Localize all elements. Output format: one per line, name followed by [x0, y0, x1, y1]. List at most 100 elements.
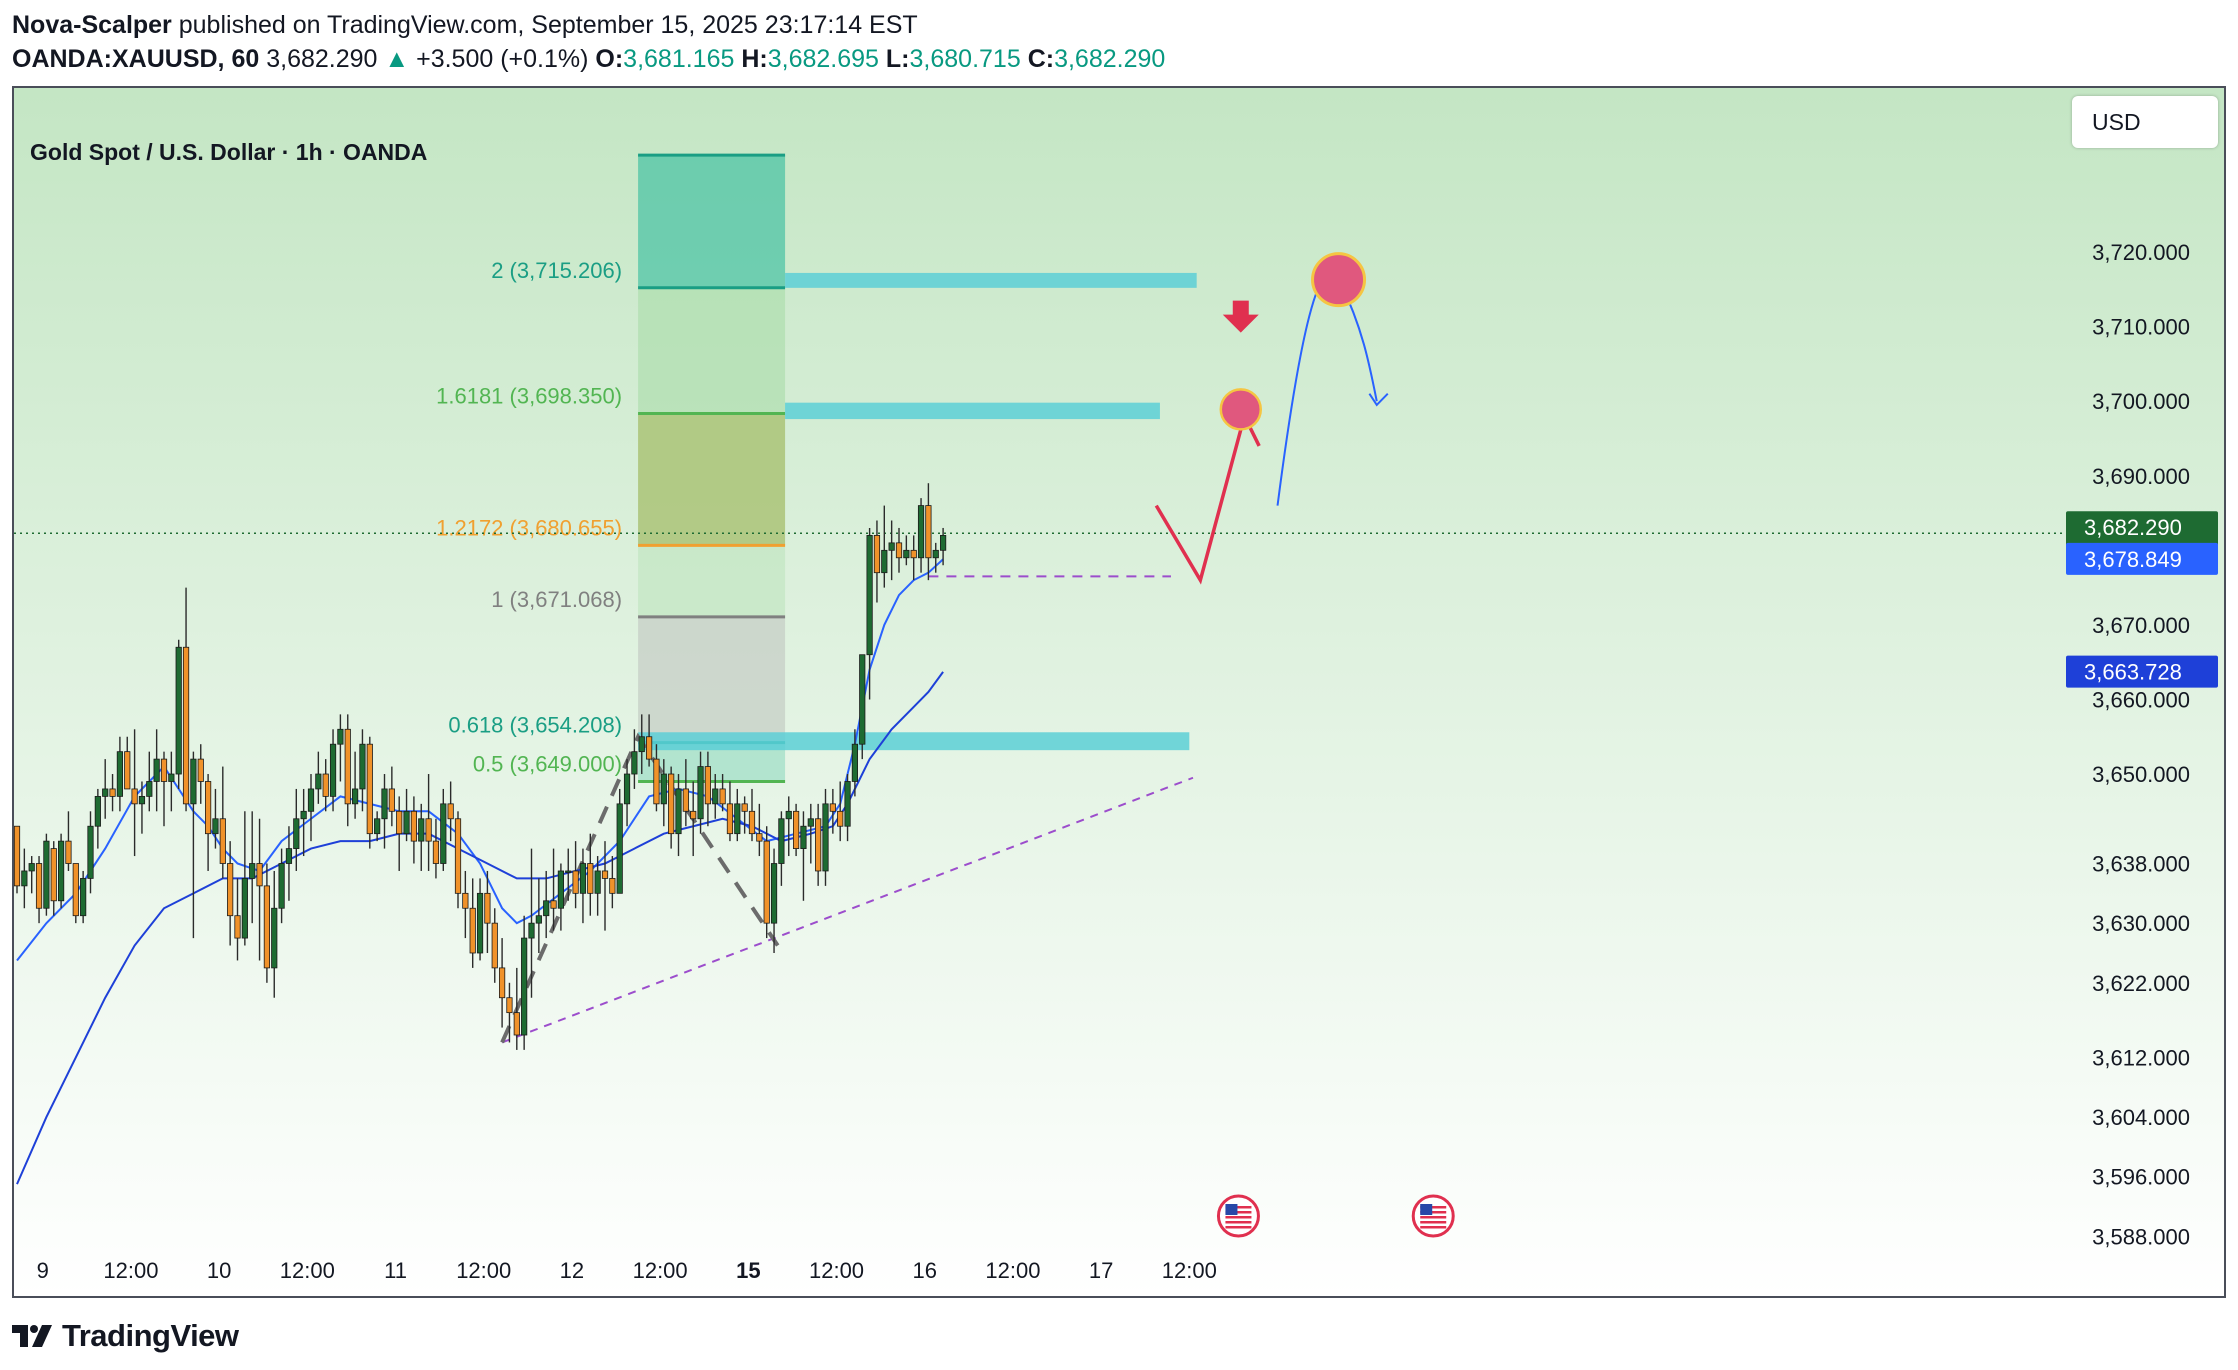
bear-candle — [469, 878, 476, 968]
bull-candle — [859, 654, 866, 760]
bull-candle — [557, 863, 565, 931]
candle-body — [403, 810, 410, 835]
candle-body — [80, 878, 87, 917]
currency-button[interactable]: USD — [2072, 96, 2218, 148]
resistance-zones[interactable] — [638, 272, 1197, 751]
resistance-zone[interactable] — [638, 732, 1190, 751]
high-label: H: — [741, 45, 768, 73]
open-label: O: — [595, 45, 624, 73]
price-tick-label: 3,638.000 — [2092, 852, 2190, 877]
bull-candle — [565, 848, 572, 901]
candle-body — [146, 781, 153, 797]
candle-body — [638, 736, 645, 753]
bear-candle — [366, 736, 373, 849]
bear-candle — [910, 535, 917, 581]
price-axis[interactable]: 3,720.000 3,710.000 3,700.000 3,690.000 3,67… — [2066, 240, 2218, 1249]
candle-body — [557, 870, 565, 909]
bull-candle — [881, 505, 888, 588]
candle-body — [697, 766, 704, 820]
price-label-text: 3,678.849 — [2084, 547, 2182, 572]
bull-candle — [418, 803, 425, 871]
published-text: published on TradingView.com, September … — [178, 11, 918, 39]
fib-band — [638, 616, 786, 743]
bear-candle — [160, 751, 168, 827]
bull-candle — [579, 848, 587, 924]
candle-body — [315, 773, 322, 790]
bull-candle — [58, 833, 65, 909]
bull-candle — [521, 915, 528, 1050]
projection-arrowhead — [1368, 393, 1389, 407]
resistance-zone[interactable] — [785, 402, 1160, 420]
price-label-box — [2066, 655, 2218, 688]
price-chart[interactable]: 2 (3,715.206) 1.6181 (3,698.350) 1.2172 (3… — [14, 88, 2224, 1296]
author-name[interactable]: Nova-Scalper — [12, 11, 172, 39]
candle-body — [293, 818, 300, 849]
candle-body — [873, 535, 881, 574]
ascending-trendline[interactable] — [501, 776, 1194, 1044]
candle-body — [498, 967, 506, 999]
bear-candle — [748, 788, 756, 842]
candle-body — [153, 758, 160, 782]
candle-body — [35, 863, 43, 909]
bear-candle — [726, 781, 734, 842]
time-axis[interactable]: 9 12:00 10 12:00 11 12:00 12 12:00 15 12:00 16 12:0… — [37, 1258, 1217, 1283]
bull-candle — [249, 811, 256, 924]
bull-candle — [917, 498, 925, 573]
ohlc-line: OANDA:XAUUSD, 60 3,682.290 ▲ +3.500 (+0.… — [12, 42, 1165, 76]
bear-candle — [462, 870, 469, 939]
time-tick-label: 12:00 — [985, 1258, 1040, 1283]
projection-drawings[interactable] — [1154, 252, 1455, 1238]
time-tick-label: 12:00 — [456, 1258, 511, 1283]
candle-body — [469, 907, 476, 954]
bull-candle — [535, 878, 542, 953]
up-triangle-icon: ▲ — [384, 45, 410, 73]
fib-level-label: 1.2172 (3,680.655) — [436, 515, 622, 540]
ema-price-label[interactable]: 3,678.849 — [2066, 542, 2218, 575]
bull-candle — [300, 788, 307, 857]
projection-zigzag[interactable] — [1154, 415, 1247, 585]
last-price: 3,682.290 — [266, 45, 378, 73]
candle-body — [579, 863, 587, 894]
bull-candle — [888, 520, 895, 581]
bull-candle — [807, 803, 814, 864]
candle-body — [447, 803, 454, 820]
fibonacci-extension[interactable]: 2 (3,715.206) 1.6181 (3,698.350) 1.2172 (3… — [436, 153, 786, 783]
candle-body — [374, 818, 381, 835]
chart-area[interactable]: 2 (3,715.206) 1.6181 (3,698.350) 1.2172 (3… — [12, 86, 2226, 1298]
bull-candle — [102, 759, 109, 819]
candle-body — [476, 892, 484, 954]
us-flag-icon[interactable] — [1216, 1194, 1260, 1238]
bull-candle — [594, 856, 601, 916]
candle-body — [204, 781, 212, 835]
bull-candle — [337, 714, 344, 782]
footer-brand[interactable]: TradingView — [12, 1318, 239, 1354]
bear-candle — [506, 982, 513, 1043]
bull-candle — [271, 870, 278, 998]
time-tick-label: 17 — [1089, 1258, 1113, 1283]
bull-candle — [168, 751, 175, 812]
candle-body — [102, 788, 109, 797]
bear-candle — [550, 848, 557, 931]
bear-candle — [741, 796, 748, 834]
ema-price-label[interactable]: 3,663.728 — [2066, 655, 2218, 688]
us-flag-icon[interactable] — [1411, 1194, 1455, 1238]
candle-body — [601, 870, 609, 879]
bear-candle — [925, 483, 932, 581]
candle-body — [337, 728, 344, 745]
bull-candle — [623, 759, 631, 827]
candle-body — [322, 773, 329, 797]
candle-body — [197, 758, 204, 782]
swing-path[interactable] — [500, 732, 780, 1044]
top-target-marker[interactable] — [1311, 252, 1367, 308]
candle-body — [726, 803, 734, 835]
candle-body — [116, 751, 123, 797]
trend-lines[interactable] — [14, 532, 2072, 1044]
tradingview-brand: TradingView — [62, 1318, 239, 1353]
bear-candle — [609, 856, 616, 909]
bear-candle — [572, 841, 579, 909]
candle-body — [778, 818, 785, 864]
resistance-zone[interactable] — [785, 272, 1197, 288]
candle-body — [712, 788, 719, 805]
target-marker[interactable] — [1219, 388, 1263, 431]
bull-candle — [851, 729, 859, 797]
